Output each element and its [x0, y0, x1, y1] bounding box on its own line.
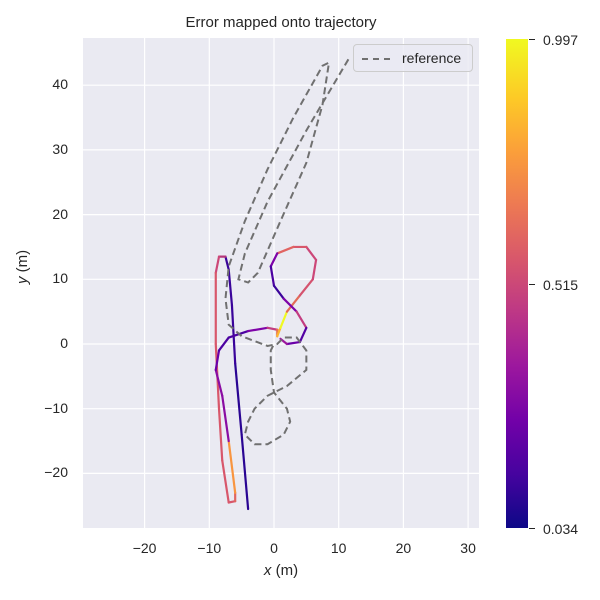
x-tick-label: −20	[132, 540, 157, 556]
y-tick-label: 0	[60, 335, 68, 351]
y-tick-label: −10	[44, 399, 68, 416]
y-axis-label: y (m)	[14, 249, 31, 284]
y-tick-label: 20	[52, 205, 68, 222]
y-tick-label: 10	[52, 270, 68, 287]
y-tick-label: 40	[52, 76, 68, 93]
x-tick-label: −10	[197, 540, 222, 556]
colorbar	[506, 39, 528, 528]
x-tick-label: 30	[460, 540, 476, 556]
chart-title: Error mapped onto trajectory	[185, 14, 377, 31]
reference-trajectory	[224, 58, 350, 446]
colorbar-tick-min	[529, 528, 535, 529]
colorbar-label-mid: 0.515	[543, 277, 579, 293]
x-tick-label: 10	[330, 540, 347, 556]
colorbar-tick-max	[529, 39, 535, 40]
x-tick-label: 20	[395, 540, 412, 556]
x-axis-label: x (m)	[263, 562, 299, 579]
axes-background	[83, 38, 479, 528]
y-tick-label: −20	[44, 464, 68, 481]
legend-dashed-line-icon	[362, 58, 390, 60]
x-tick-label: 0	[270, 540, 278, 556]
colorbar-label-min: 0.034	[543, 521, 579, 537]
legend: reference	[353, 44, 473, 72]
y-tick-label: 30	[52, 140, 68, 157]
estimate-trajectory	[214, 245, 318, 511]
gridlines	[83, 38, 479, 528]
colorbar-label-max: 0.997	[543, 32, 579, 48]
legend-label-reference: reference	[402, 50, 462, 66]
colorbar-tick-mid	[529, 284, 535, 285]
